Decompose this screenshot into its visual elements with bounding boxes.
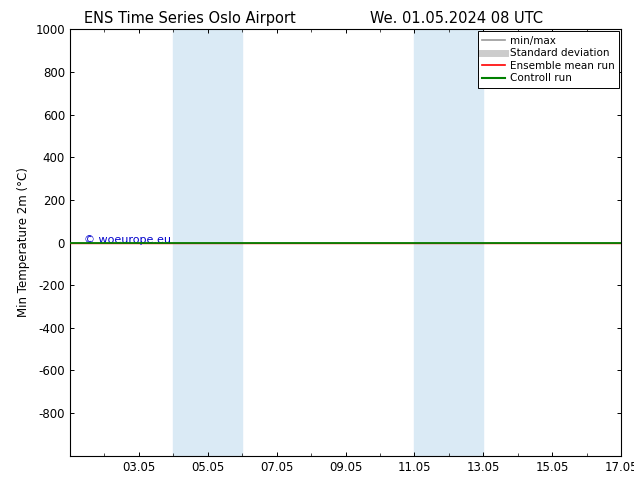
Text: © woeurope.eu: © woeurope.eu: [84, 235, 171, 245]
Bar: [173, 29, 242, 456]
Legend: min/max, Standard deviation, Ensemble mean run, Controll run: min/max, Standard deviation, Ensemble me…: [478, 31, 619, 88]
Text: ENS Time Series Oslo Airport: ENS Time Series Oslo Airport: [84, 11, 296, 26]
Bar: [415, 29, 483, 456]
Y-axis label: Min Temperature 2m (°C): Min Temperature 2m (°C): [16, 168, 30, 318]
Text: We. 01.05.2024 08 UTC: We. 01.05.2024 08 UTC: [370, 11, 543, 26]
